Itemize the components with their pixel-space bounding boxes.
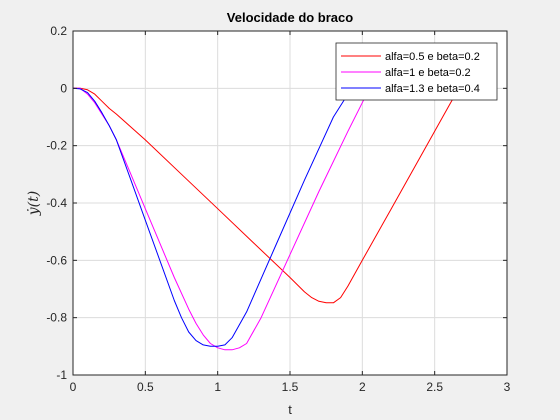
x-tick-label: 2 xyxy=(359,380,366,394)
x-tick-label: 0.5 xyxy=(137,380,154,394)
legend-label-1: alfa=0.5 e beta=0.2 xyxy=(385,51,480,63)
y-tick-label: -1 xyxy=(56,368,67,382)
y-tick-label: -0.2 xyxy=(46,139,67,153)
legend-label-2: alfa=1 e beta=0.2 xyxy=(385,67,471,79)
ticks: 0 0.5 1 1.5 2 2.5 3 0.2 0 -0.2 -0.4 -0.6 -0.8 -1 xyxy=(46,24,510,394)
y-tick-label: -0.8 xyxy=(46,311,67,325)
y-tick-label: -0.4 xyxy=(46,196,67,210)
legend: alfa=0.5 e beta=0.2 alfa=1 e beta=0.2 alfa… xyxy=(335,42,498,101)
x-tick-label: 3 xyxy=(504,380,511,394)
y-tick-label: 0 xyxy=(60,81,67,95)
y-tick-label: 0.2 xyxy=(50,24,67,38)
y-tick-label: -0.6 xyxy=(46,253,67,267)
x-tick-label: 1 xyxy=(214,380,221,394)
y-axis-label: ẏ(t) xyxy=(26,191,42,216)
series-line-1 xyxy=(73,87,457,304)
chart-title: Velocidade do braco xyxy=(227,10,353,25)
x-axis-label: t xyxy=(288,402,292,417)
series-line-3 xyxy=(72,87,356,347)
x-tick-label: 2.5 xyxy=(426,380,443,394)
x-tick-label: 1.5 xyxy=(282,380,299,394)
series-line-2 xyxy=(73,87,371,351)
series-group xyxy=(72,87,457,351)
x-tick-label: 0 xyxy=(70,380,77,394)
legend-label-3: alfa=1.3 e beta=0.4 xyxy=(385,83,480,95)
